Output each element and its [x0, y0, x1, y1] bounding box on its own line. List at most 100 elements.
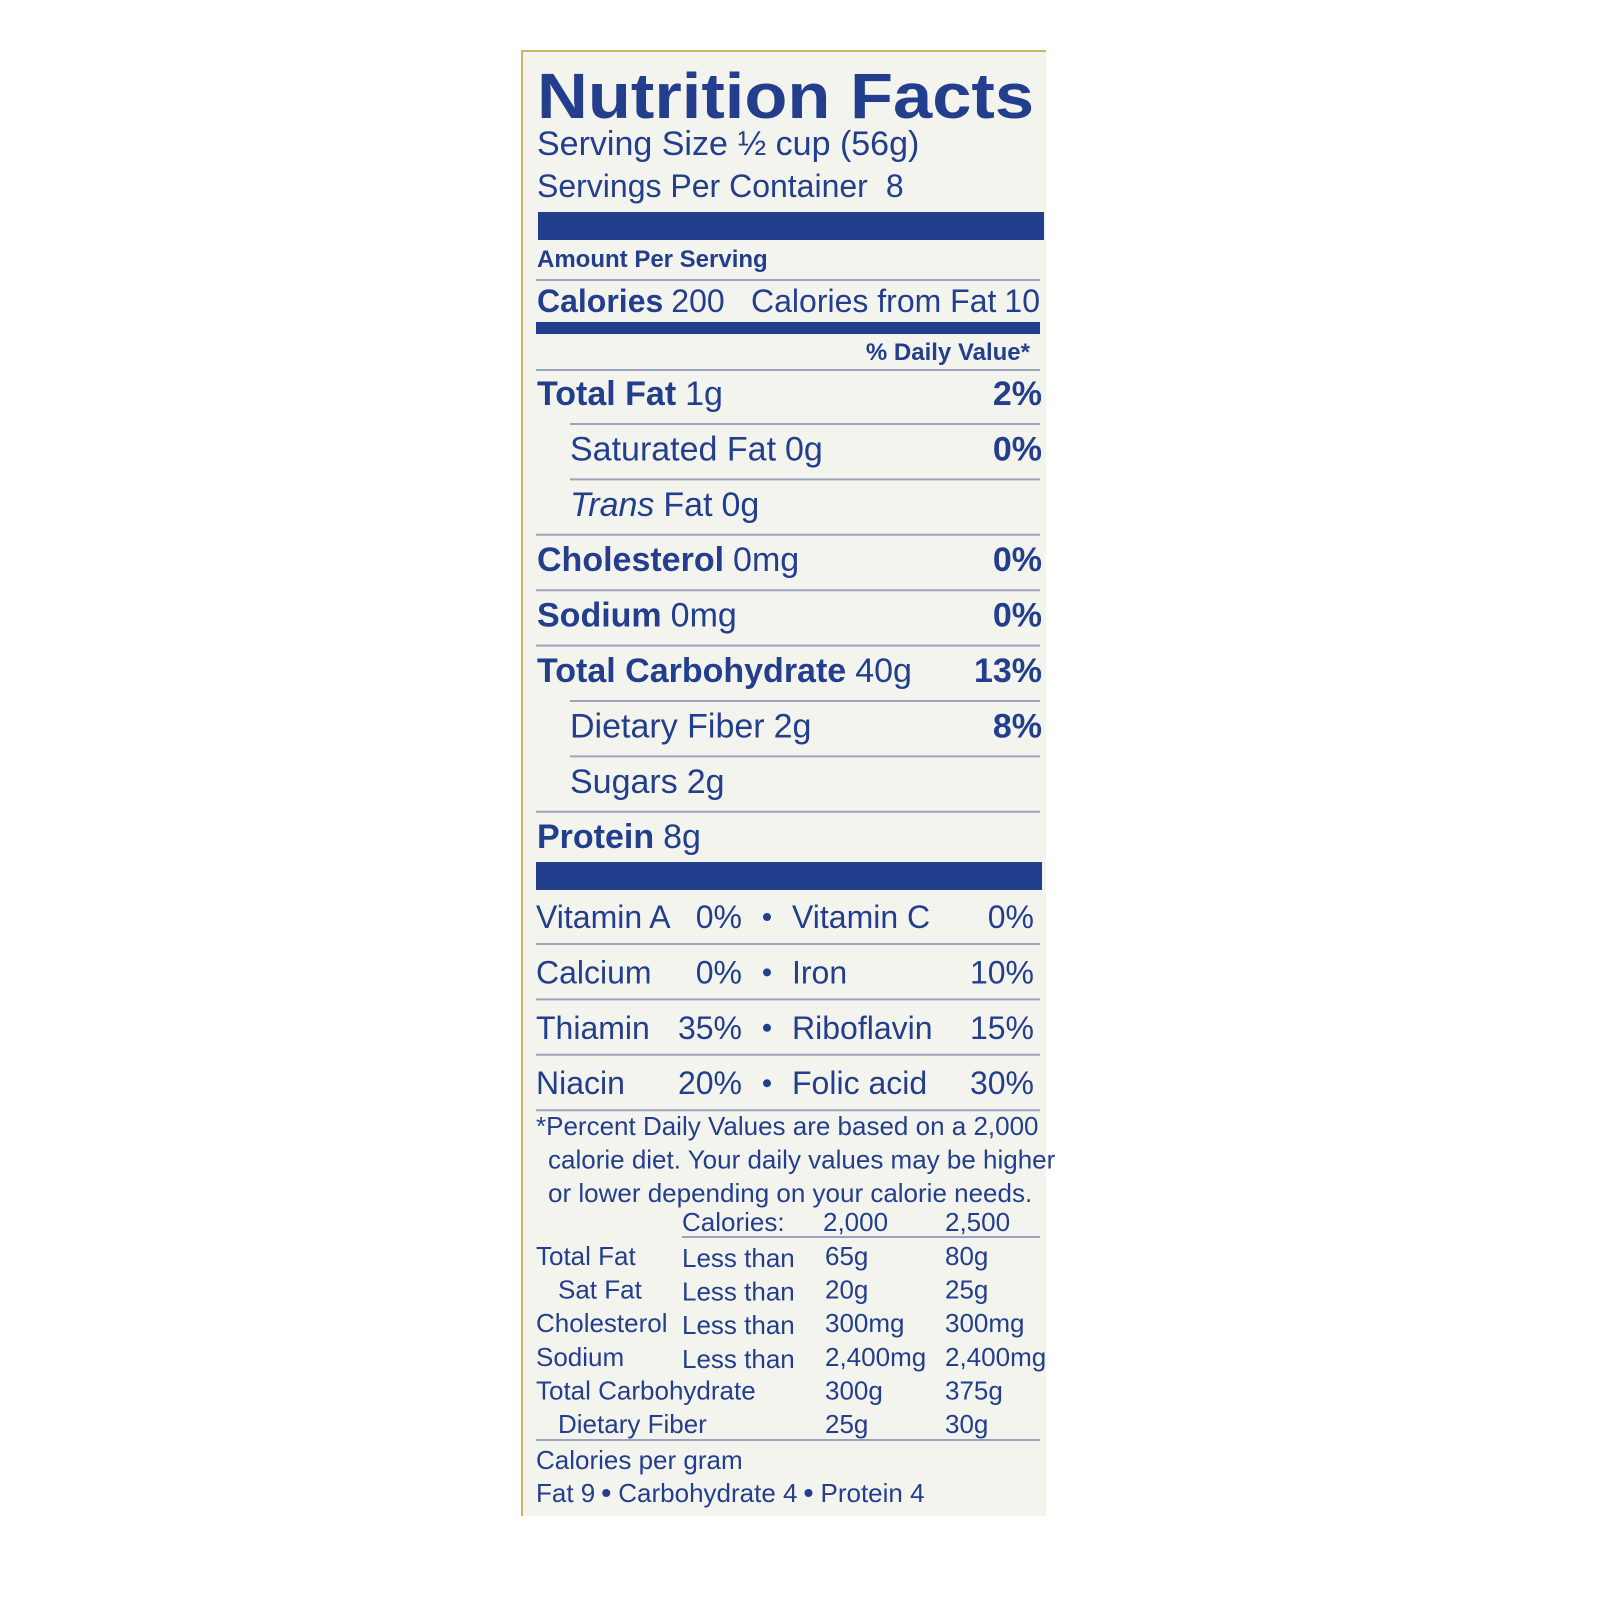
- daily-value: 0%: [993, 541, 1042, 579]
- reference-value: 300mg: [945, 1308, 1025, 1338]
- daily-value: 8%: [993, 707, 1042, 745]
- vitamin-name: Thiamin: [536, 1010, 650, 1046]
- calories-label: Calories: [537, 283, 663, 319]
- nutrient-name: Sugars: [570, 763, 678, 801]
- footnote-line: or lower depending on your calorie needs…: [548, 1178, 1032, 1208]
- nutrient-name: Protein: [537, 818, 654, 856]
- reference-value: 2,400mg: [825, 1342, 926, 1372]
- nutrient: Trans Fat 0g: [570, 486, 759, 524]
- bullet: [804, 1489, 813, 1497]
- reference-qualifier: Less than: [682, 1277, 795, 1307]
- reference-qualifier: Less than: [682, 1344, 795, 1374]
- nutrient: Total Carbohydrate 40g: [537, 652, 912, 690]
- nutrient-name: Sodium: [537, 597, 662, 635]
- vitamin-name: Vitamin A: [536, 899, 671, 935]
- nutrient-amount: 0mg: [733, 541, 799, 579]
- calories-value: 200: [671, 283, 724, 319]
- calories-per-gram-item: Protein 4: [820, 1478, 924, 1508]
- nutrient: Cholesterol 0mg: [537, 541, 799, 579]
- label-background: [522, 50, 1046, 1516]
- vitamin-value: 0%: [696, 899, 742, 935]
- servings-value: 8: [886, 168, 904, 204]
- reference-value: 2,400mg: [945, 1342, 1046, 1372]
- reference-name: Sat Fat: [558, 1275, 643, 1305]
- servings-per-container: Servings Per Container 8: [537, 168, 904, 204]
- nutrient-name: Saturated Fat: [570, 430, 777, 468]
- calories-from-fat-value: 10: [1004, 283, 1040, 319]
- vitamin-value: 20%: [678, 1065, 742, 1101]
- nutrient: Total Fat 1g: [537, 375, 723, 413]
- calories-per-gram-item: Fat 9: [536, 1478, 595, 1508]
- bullet: [763, 1079, 771, 1088]
- reference-name: Total Fat: [536, 1241, 636, 1271]
- amount-per-serving: Amount Per Serving: [537, 246, 768, 273]
- reference-name: Dietary Fiber: [558, 1409, 707, 1439]
- servings-label: Servings Per Container: [537, 168, 868, 204]
- nutrient: Sodium 0mg: [537, 597, 737, 635]
- vitamin-value: 0%: [988, 899, 1034, 935]
- reference-value: 375g: [945, 1375, 1003, 1405]
- nutrient: Dietary Fiber 2g: [570, 707, 811, 745]
- nutrient-amount: 8g: [663, 818, 701, 856]
- vitamin-name: Iron: [792, 954, 847, 990]
- serving-size-value: ½ cup (56g): [738, 125, 919, 163]
- reference-value: 65g: [825, 1241, 868, 1271]
- thick-rule: [536, 862, 1042, 890]
- reference-qualifier: Less than: [682, 1243, 795, 1273]
- vitamin-name: Folic acid: [792, 1065, 927, 1101]
- bullet: [763, 968, 771, 977]
- reference-qualifier: Less than: [682, 1310, 795, 1340]
- thick-rule: [538, 212, 1044, 240]
- nutrient-name: Total Carbohydrate: [537, 652, 846, 690]
- calories-from-fat-label: Calories from Fat: [751, 283, 997, 319]
- reference-value: 300g: [825, 1375, 883, 1405]
- reference-value: 300mg: [825, 1308, 905, 1338]
- nutrient-name: Dietary Fiber: [570, 707, 765, 745]
- reference-value: 30g: [945, 1409, 988, 1439]
- nutrient-amount: 2g: [687, 763, 725, 801]
- serving-size-label: Serving Size: [537, 125, 728, 163]
- vitamin-name: Riboflavin: [792, 1010, 933, 1046]
- vitamin-name: Vitamin C: [792, 899, 930, 935]
- nutrient-amount: 0mg: [671, 597, 737, 635]
- vitamin-name: Calcium: [536, 954, 652, 990]
- reference-value: 25g: [945, 1275, 988, 1305]
- vitamin-value: 0%: [696, 954, 742, 990]
- nutrient-prefix: Trans: [570, 486, 654, 524]
- nutrient: Protein 8g: [537, 818, 701, 856]
- nutrient-name: Cholesterol: [537, 541, 724, 579]
- reference-value: 20g: [825, 1275, 868, 1305]
- reference-column: 2,000: [823, 1207, 888, 1237]
- calories-from-fat: Calories from Fat 10: [751, 283, 1040, 319]
- reference-column: 2,500: [945, 1207, 1010, 1237]
- footnote-line: calorie diet. Your daily values may be h…: [548, 1145, 1056, 1175]
- calories: Calories 200: [537, 283, 725, 319]
- nutrient: Sugars 2g: [570, 763, 725, 801]
- daily-value: 2%: [993, 375, 1042, 413]
- serving-size: Serving Size ½ cup (56g): [537, 125, 919, 163]
- footnote-line: *Percent Daily Values are based on a 2,0…: [536, 1111, 1039, 1141]
- reference-name: Sodium: [536, 1342, 624, 1372]
- reference-name: Total Carbohydrate: [536, 1375, 756, 1405]
- vitamin-value: 35%: [678, 1010, 742, 1046]
- calories-per-gram-item: Carbohydrate 4: [618, 1478, 797, 1508]
- reference-name: Cholesterol: [536, 1308, 668, 1338]
- nutrient-amount: 0g: [785, 430, 823, 468]
- nutrient-name: Total Fat: [537, 375, 676, 413]
- reference-value: 25g: [825, 1409, 868, 1439]
- daily-value: 0%: [993, 430, 1042, 468]
- vitamin-value: 15%: [970, 1010, 1034, 1046]
- nutrient-amount: 0g: [722, 486, 760, 524]
- vitamin-value: 10%: [970, 954, 1034, 990]
- daily-value-header: % Daily Value*: [866, 339, 1031, 366]
- nutrient-amount: 2g: [774, 707, 812, 745]
- bullet: [763, 913, 771, 921]
- reference-header: Calories:: [682, 1207, 785, 1237]
- nutrient-amount: 40g: [855, 652, 912, 690]
- daily-value: 13%: [974, 652, 1042, 690]
- nutrient-name: Fat: [663, 486, 713, 524]
- title: Nutrition Facts: [537, 60, 1034, 132]
- medium-rule: [536, 322, 1040, 334]
